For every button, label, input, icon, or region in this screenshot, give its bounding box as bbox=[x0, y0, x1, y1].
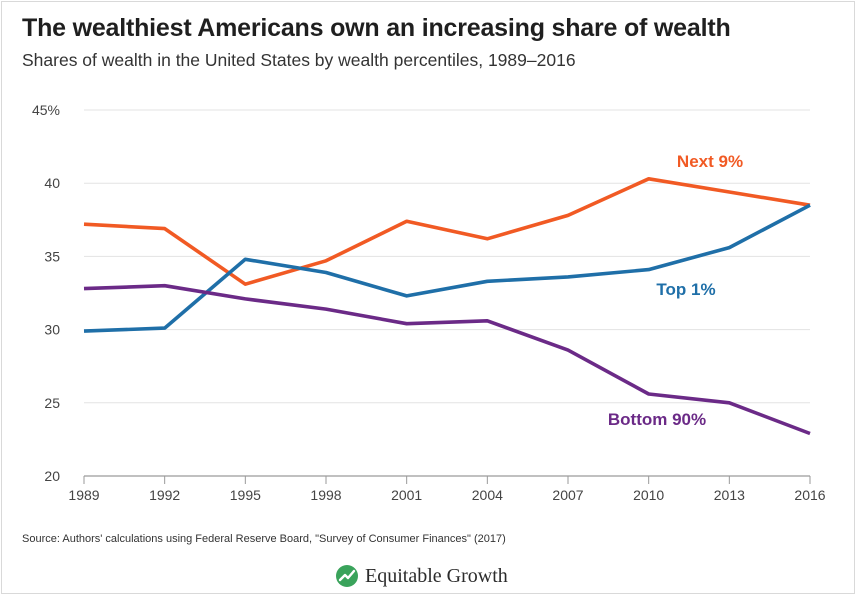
series-line-next-9 bbox=[83, 177, 811, 287]
series-line-bottom-90 bbox=[83, 283, 811, 436]
x-tick-label: 2007 bbox=[552, 487, 583, 503]
series-label-next-9: Next 9% bbox=[677, 152, 743, 171]
chart-title: The wealthiest Americans own an increasi… bbox=[22, 14, 731, 42]
series-label-top-1: Top 1% bbox=[656, 280, 715, 299]
x-tick-label: 2004 bbox=[472, 487, 503, 503]
logo-text: Equitable Growth bbox=[365, 564, 508, 587]
x-tick-label: 1992 bbox=[149, 487, 180, 503]
x-tick-label: 1995 bbox=[230, 487, 261, 503]
y-tick-label: 25 bbox=[44, 395, 60, 411]
y-tick-label: 30 bbox=[44, 322, 60, 338]
gridlines bbox=[84, 109, 810, 404]
series-label-bottom-90: Bottom 90% bbox=[608, 410, 706, 429]
equitable-growth-logo: Equitable Growth bbox=[336, 563, 508, 589]
x-tick-label: 2013 bbox=[714, 487, 745, 503]
axis: 20 25 30 35 40 45% 1989 1992 1995 1998 2001 2004 200… bbox=[32, 102, 826, 503]
x-tick-label: 2010 bbox=[633, 487, 664, 503]
y-tick-label: 45% bbox=[32, 102, 60, 118]
x-tick-label: 2016 bbox=[794, 487, 825, 503]
series-line-top-1 bbox=[83, 203, 811, 333]
x-tick-label: 1998 bbox=[310, 487, 341, 503]
y-tick-label: 40 bbox=[44, 175, 60, 191]
series-lines bbox=[83, 177, 811, 436]
series-labels: Next 9% Top 1% Bottom 90% bbox=[608, 152, 743, 429]
x-tick-label: 1989 bbox=[68, 487, 99, 503]
chart-subtitle: Shares of wealth in the United States by… bbox=[22, 50, 576, 70]
y-tick-label: 35 bbox=[44, 248, 60, 264]
y-tick-label: 20 bbox=[44, 468, 60, 484]
growth-leaf-icon bbox=[336, 565, 358, 587]
x-tick-label: 2001 bbox=[391, 487, 422, 503]
source-note: Source: Authors' calculations using Fede… bbox=[22, 533, 506, 545]
